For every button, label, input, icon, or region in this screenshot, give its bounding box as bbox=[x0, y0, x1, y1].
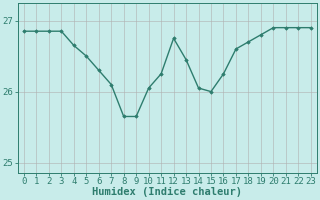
X-axis label: Humidex (Indice chaleur): Humidex (Indice chaleur) bbox=[92, 187, 242, 197]
